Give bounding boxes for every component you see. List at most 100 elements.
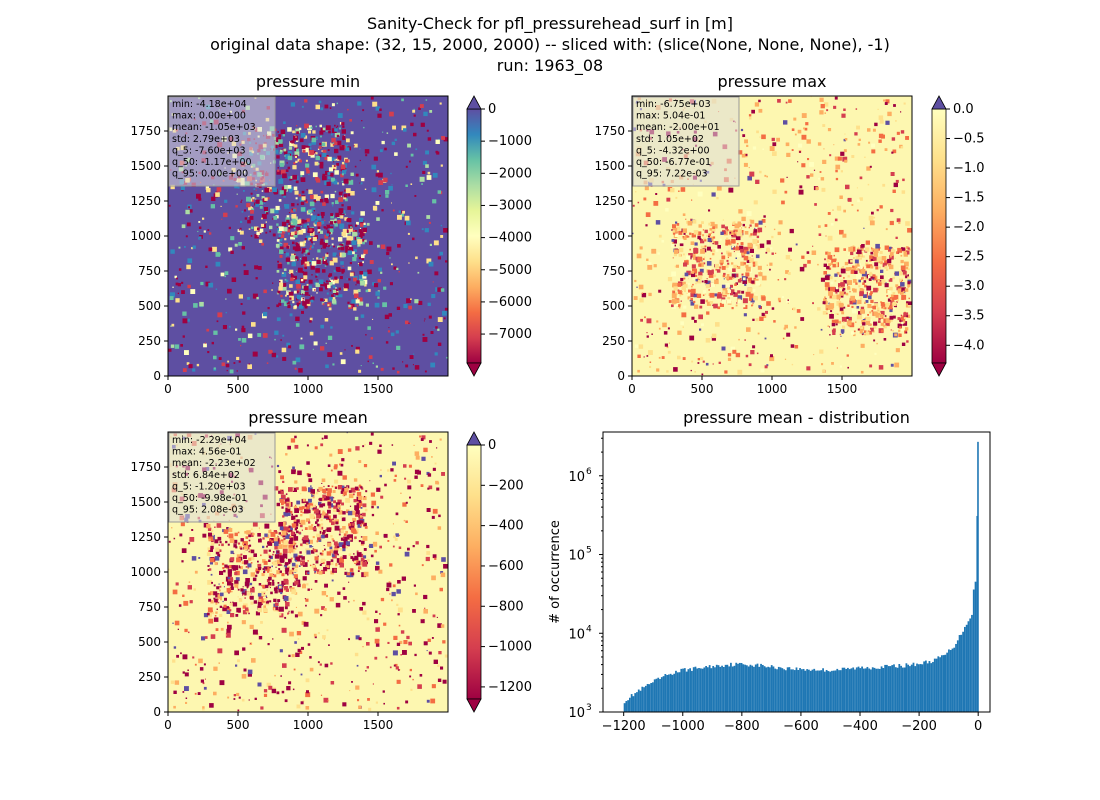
heatmap-pixel [869, 259, 872, 262]
histogram-bar [855, 667, 858, 712]
heatmap-pixel [297, 611, 303, 617]
heatmap-pixel [675, 196, 678, 199]
heatmap-pixel [329, 549, 334, 554]
heatmap-pixel [868, 141, 871, 144]
heatmap-pixel [242, 610, 248, 615]
heatmap-pixel [323, 545, 325, 546]
heatmap-pixel [293, 536, 299, 541]
heatmap-pixel [357, 570, 360, 572]
heatmap-pixel [851, 331, 855, 335]
x-tick-label: 0 [164, 382, 172, 396]
heatmap-pixel [289, 178, 292, 181]
heatmap-pixel [365, 303, 369, 307]
heatmap-pixel [341, 173, 344, 176]
heatmap-pixel [890, 314, 892, 316]
heatmap-pixel [845, 292, 849, 296]
heatmap-pixel [308, 189, 313, 194]
heatmap-pixel [431, 294, 436, 299]
heatmap-pixel [333, 508, 337, 513]
heatmap-pixel [332, 363, 335, 366]
heatmap-pixel [300, 133, 306, 138]
heatmap-pixel [432, 172, 438, 178]
heatmap-pixel [721, 252, 723, 255]
heatmap-pixel [395, 533, 399, 537]
heatmap-pixel [721, 297, 726, 302]
stats-line: q_95: 2.08e-03 [172, 505, 244, 516]
heatmap-pixel [385, 341, 389, 344]
heatmap-pixel [835, 177, 839, 181]
heatmap-pixel [705, 280, 711, 286]
heatmap-pixel [319, 497, 323, 502]
heatmap-pixel [268, 559, 271, 562]
heatmap-pixel [311, 218, 314, 222]
heatmap-pixel [748, 363, 752, 367]
heatmap-pixel [311, 207, 316, 212]
heatmap-pixel [801, 163, 806, 168]
heatmap-pixel [328, 167, 333, 172]
heatmap-pixel [325, 342, 327, 344]
histogram-bar [689, 668, 692, 712]
colorbar-tick-label: −4.0 [953, 338, 985, 353]
heatmap-pixel [170, 680, 175, 684]
heatmap-pixel [900, 259, 904, 264]
heatmap-pixel [707, 270, 713, 275]
histogram-bar [960, 634, 963, 712]
heatmap-pixel [251, 226, 254, 229]
heatmap-pixel [864, 302, 866, 304]
heatmap-pixel [731, 307, 734, 310]
heatmap-pixel [335, 545, 338, 549]
heatmap-pixel [273, 216, 278, 220]
heatmap-pixel [168, 348, 172, 352]
heatmap-pixel [291, 179, 293, 181]
heatmap-pixel [351, 345, 353, 347]
histogram-bar [822, 668, 824, 712]
histogram-bar [676, 672, 679, 712]
heatmap-pixel [203, 686, 207, 690]
heatmap-pixel [242, 569, 248, 575]
heatmap-pixel [291, 654, 295, 658]
heatmap-pixel [283, 148, 287, 152]
heatmap-pixel [321, 478, 326, 483]
heatmap-pixel [208, 232, 212, 235]
heatmap-pixel [741, 273, 744, 276]
heatmap-pixel [323, 567, 327, 571]
heatmap-pixel [291, 208, 294, 211]
y-tick-label: 250 [138, 334, 161, 348]
heatmap-pixel [380, 469, 382, 471]
heatmap-pixel [283, 540, 288, 545]
heatmap-pixel [206, 523, 211, 529]
heatmap-pixel [719, 238, 722, 241]
heatmap-pixel [733, 292, 738, 297]
heatmap-pixel [198, 221, 201, 223]
colorbar-tick-label: 0 [488, 102, 496, 117]
heatmap-pixel [224, 199, 228, 203]
heatmap-pixel [221, 218, 223, 220]
heatmap-pixel [208, 282, 214, 288]
heatmap-pixel [901, 342, 906, 346]
histogram-bar [839, 670, 842, 712]
heatmap-pixel [231, 590, 233, 593]
heatmap-pixel [693, 256, 697, 260]
heatmap-pixel [291, 515, 296, 520]
heatmap-pixel [673, 367, 678, 372]
heatmap-pixel [897, 288, 902, 293]
heatmap-pixel [672, 242, 674, 244]
histogram-bar [630, 694, 633, 712]
heatmap-pixel [239, 230, 244, 235]
heatmap-pixel [785, 255, 791, 260]
heatmap-pixel [812, 245, 814, 247]
heatmap-pixel [331, 299, 337, 304]
heatmap-pixel [423, 641, 428, 646]
heatmap-pixel [372, 683, 374, 685]
heatmap-pixel [883, 338, 887, 341]
heatmap-pixel [271, 562, 274, 564]
heatmap-pixel [840, 170, 843, 173]
heatmap-pixel [339, 225, 343, 230]
heatmap-pixel [346, 235, 352, 241]
heatmap-pixel [293, 668, 296, 671]
heatmap-pixel [721, 299, 727, 304]
heatmap-pixel [408, 641, 412, 646]
heatmap-pixel [350, 191, 355, 196]
heatmap-pixel [310, 245, 312, 248]
